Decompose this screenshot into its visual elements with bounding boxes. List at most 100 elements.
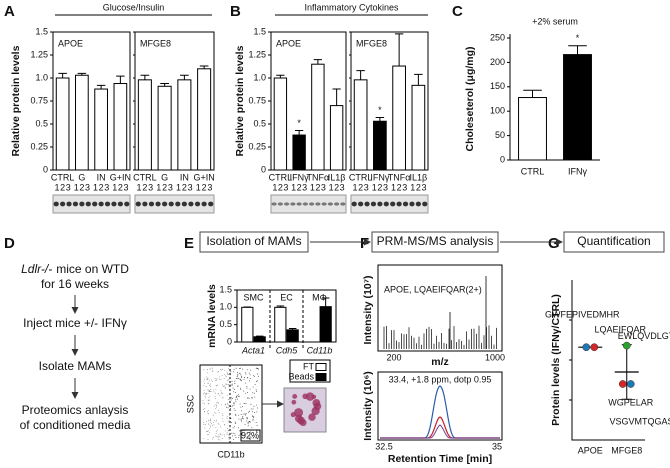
- bar: [292, 134, 306, 171]
- group-header: EC: [280, 292, 293, 302]
- facs-dot: [202, 437, 204, 439]
- facs-dot: [218, 423, 220, 425]
- step-text: for 16 weeks: [41, 277, 109, 291]
- x-tick-label: TNFα: [307, 172, 330, 182]
- facs-dot: [234, 410, 236, 411]
- error-bar: [140, 74, 150, 80]
- significance: *: [378, 105, 382, 115]
- error-bar: [276, 305, 285, 308]
- facs-dot: [231, 397, 233, 399]
- facs-dot: [228, 384, 230, 386]
- facs-dot: [229, 419, 231, 421]
- y-tick-label: 0.5: [253, 118, 266, 128]
- step-text: Isolate MAMs: [39, 359, 112, 373]
- point: [618, 380, 627, 388]
- facs-dot: [235, 415, 237, 417]
- axis-label: Relative protein levels: [10, 45, 22, 156]
- replicate-label: 2: [377, 182, 382, 192]
- blot-band: [358, 201, 364, 207]
- facs-dot: [246, 387, 248, 389]
- facs-dot: [205, 397, 207, 399]
- facs-dot: [227, 372, 229, 374]
- blot-band: [383, 201, 389, 207]
- facs-dot: [237, 374, 239, 376]
- axis-label: Choleseterol (μg/mg): [464, 46, 476, 151]
- blot-band: [364, 201, 370, 207]
- facs-dot: [215, 419, 217, 421]
- facs-dot: [224, 387, 226, 389]
- facs-dot: [219, 395, 221, 397]
- bar: [563, 54, 592, 161]
- x-tick-label: 200: [386, 352, 401, 362]
- facs-dot: [209, 424, 211, 426]
- y-tick-label: 0.25: [248, 141, 266, 151]
- error-bar: [332, 88, 341, 106]
- error-bar: [313, 59, 322, 65]
- facs-dot: [217, 402, 219, 404]
- spectrum: [383, 276, 497, 349]
- facs-dot: [219, 433, 221, 435]
- error-bar: [394, 33, 404, 67]
- facs-dot: [202, 393, 204, 395]
- y-tick-label: 100: [490, 106, 505, 116]
- facs-dot: [209, 390, 211, 392]
- facs-dot: [223, 386, 225, 387]
- facs-dot: [235, 392, 236, 393]
- facs-dot: [208, 420, 209, 422]
- facs-dot: [234, 413, 236, 415]
- replicate-label: 3: [188, 182, 193, 192]
- x-tick-label: IN: [180, 172, 189, 182]
- x-tick-label: IFNγ: [568, 166, 587, 176]
- facs-dot: [217, 438, 219, 440]
- blot-band: [321, 202, 327, 206]
- facs-dot: [215, 412, 217, 414]
- gene: Ldlr-/-: [21, 262, 52, 276]
- facs-dot: [240, 420, 242, 422]
- facs-dot: [229, 397, 231, 398]
- facs-dot: [216, 406, 217, 408]
- facs-dot: [230, 407, 231, 409]
- inset-label: APOE: [58, 38, 83, 48]
- facs-dot: [230, 374, 231, 376]
- facs-dot: [213, 412, 215, 414]
- facs-dot: [224, 430, 226, 432]
- facs-dot: [211, 380, 213, 382]
- facs-dot: [221, 375, 223, 376]
- replicate-label: 1: [310, 182, 315, 192]
- y-tick-label: 1.5: [253, 26, 266, 36]
- blot-band: [422, 201, 428, 207]
- facs-dot: [238, 437, 240, 439]
- bar: [286, 329, 299, 343]
- facs-dot: [228, 378, 230, 380]
- facs-dot: [219, 439, 220, 441]
- facs-dot: [210, 419, 211, 421]
- facs-dot: [227, 403, 228, 405]
- blot: [134, 194, 215, 214]
- y-tick-label: 0.5: [219, 319, 232, 329]
- facs-dot: [212, 389, 214, 391]
- y-tick-label: 0.25: [30, 141, 48, 151]
- facs-dot: [204, 427, 206, 429]
- facs-dot: [215, 408, 217, 410]
- facs-dot: [218, 392, 219, 394]
- blot-band: [296, 202, 302, 206]
- facs-dot: [250, 431, 252, 433]
- facs-dot: [237, 378, 239, 379]
- facs-dot: [208, 400, 210, 402]
- facs-dot: [250, 437, 252, 439]
- error-bar: [375, 117, 385, 122]
- replicate-label: 3: [168, 182, 173, 192]
- facs-dot: [207, 379, 209, 381]
- facs-dot: [221, 391, 223, 393]
- facs-dot: [209, 428, 211, 430]
- facs-dot: [216, 378, 218, 380]
- facs-dot: [230, 384, 232, 386]
- step-text: Proteomics anlaysis: [22, 403, 129, 417]
- facs-dot: [256, 404, 258, 406]
- x-tick-label: IL1β: [410, 172, 428, 182]
- replicate-label: 1: [137, 182, 142, 192]
- facs-dot: [230, 405, 232, 407]
- bead-cell: [312, 399, 321, 407]
- facs-dot: [228, 437, 230, 439]
- facs-dot: [210, 421, 212, 423]
